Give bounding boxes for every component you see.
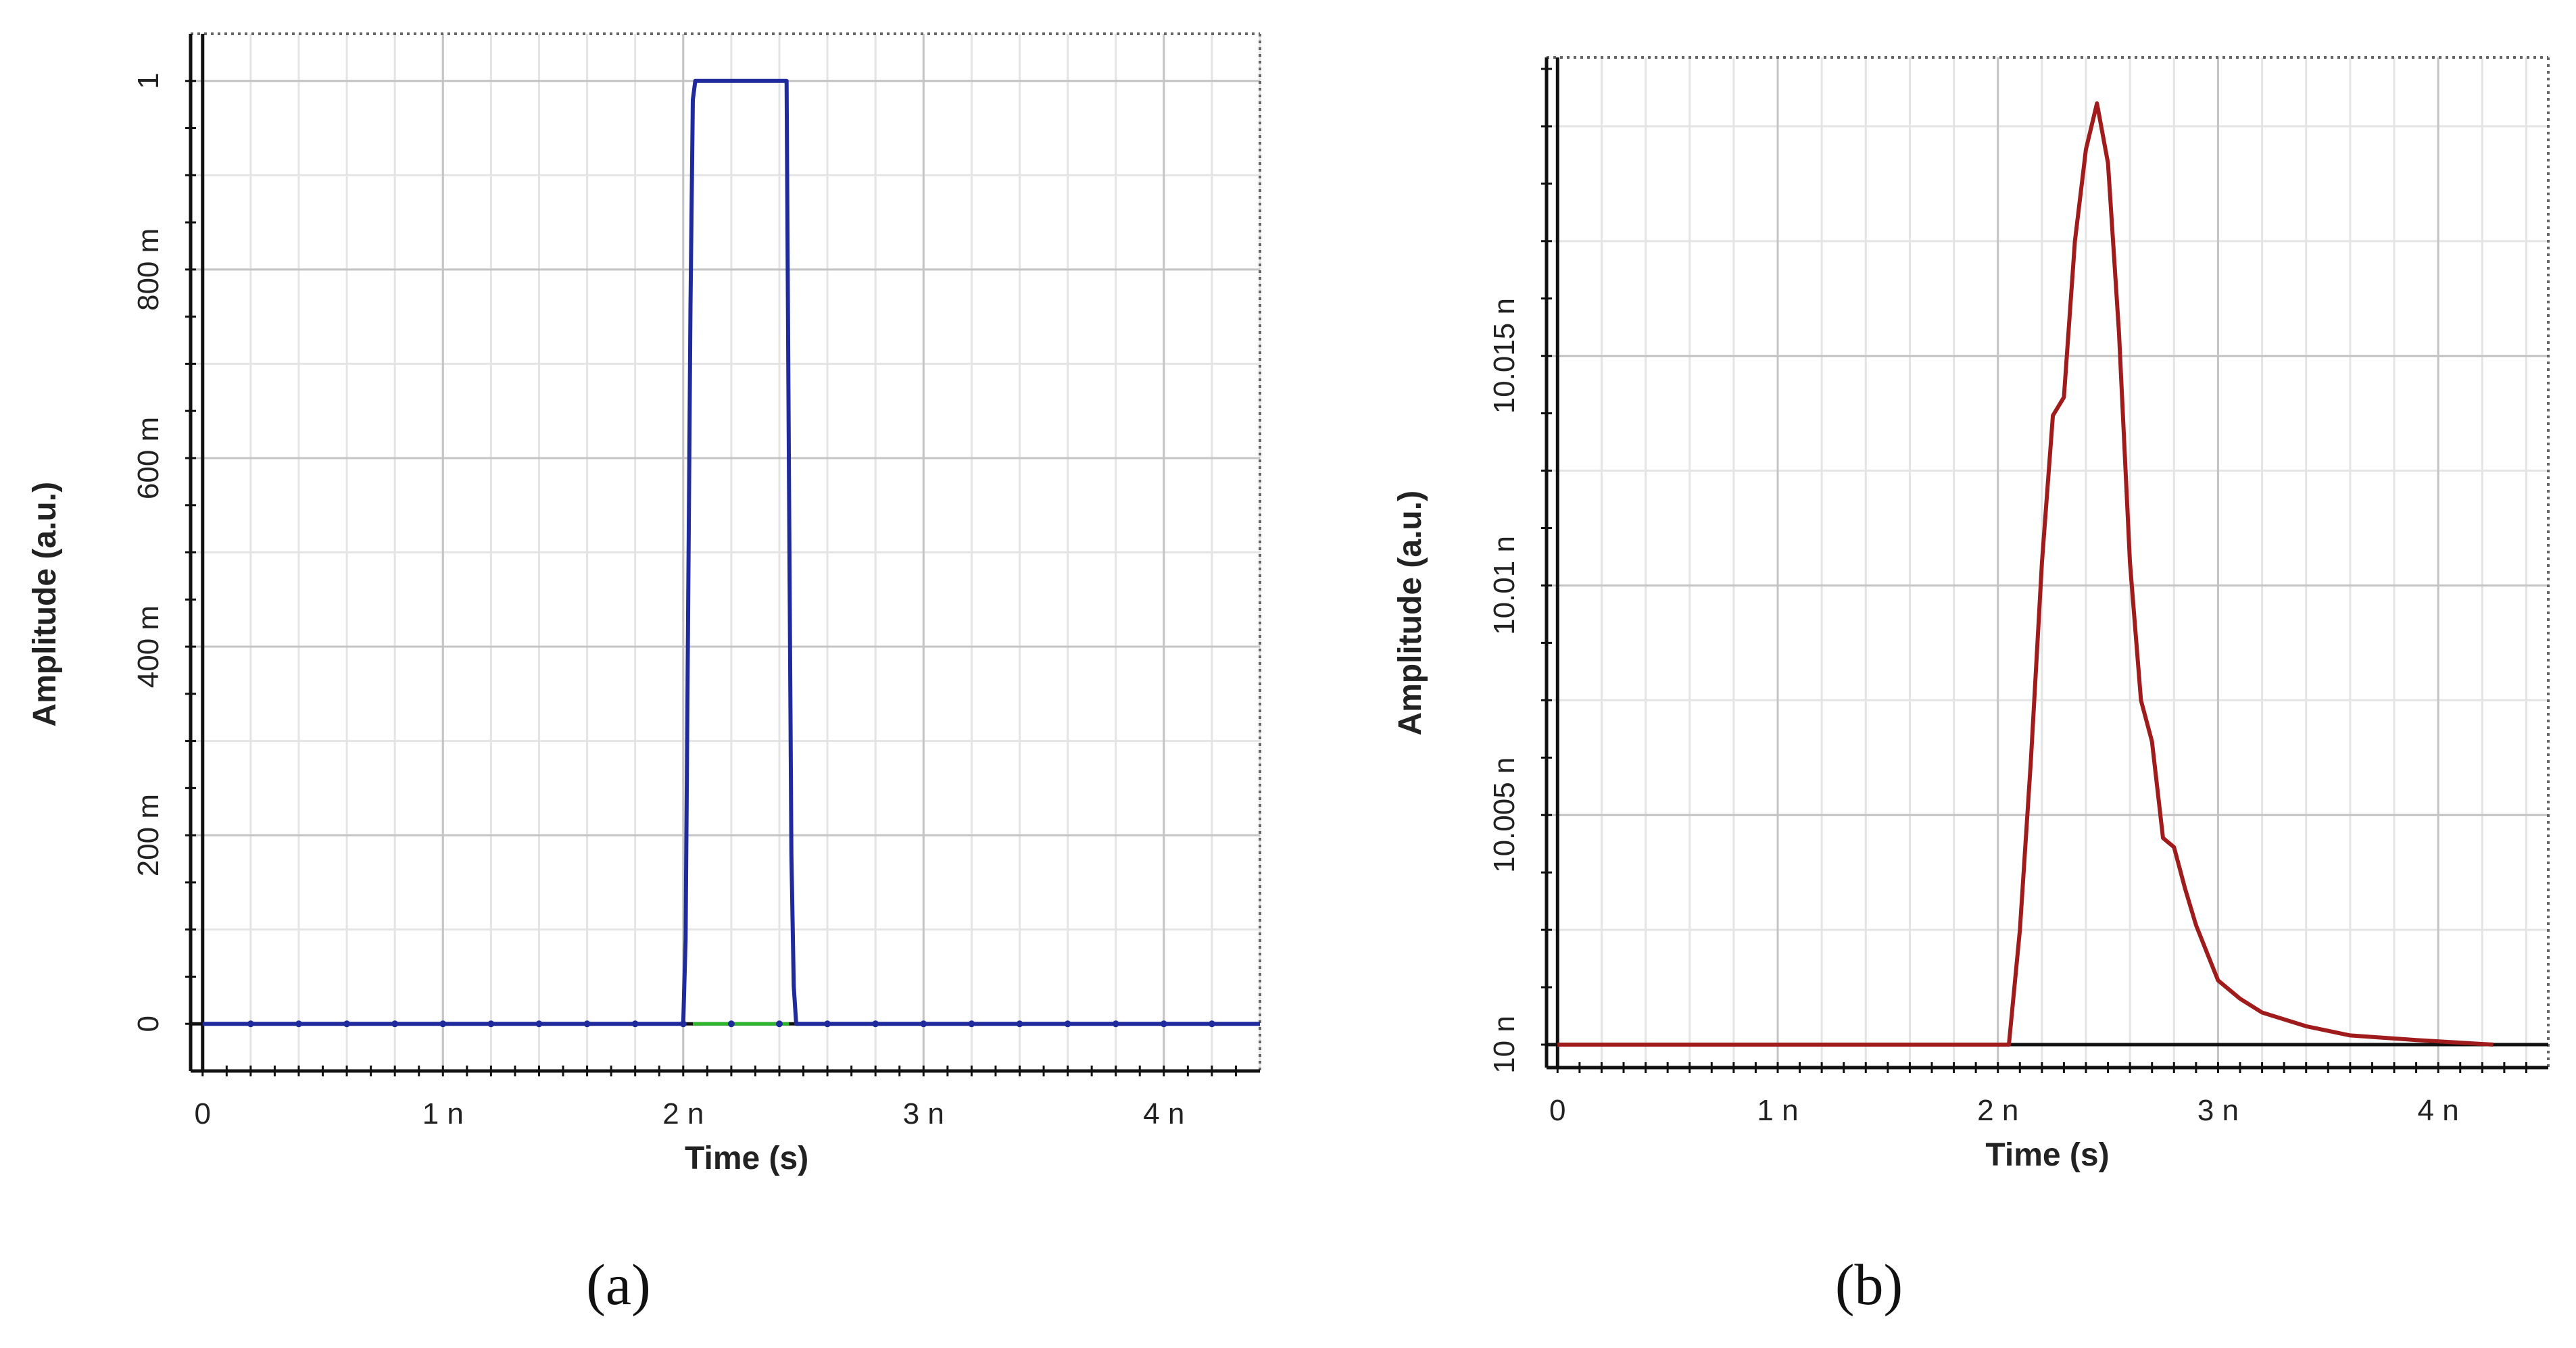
x-axis-title: Time (s) [1985, 1137, 2109, 1173]
panel-b-chart: 0 1 n 2 n 3 n 4 n 10 n 10.005 n 10.01 n 10.015 n… [1392, 56, 2550, 1173]
y-tick-label: 600 m [132, 417, 165, 499]
baseline-marker [775, 1020, 783, 1028]
baseline-marker [1064, 1020, 1071, 1028]
baseline-marker [727, 1020, 735, 1028]
panel-b-caption: (b) [1835, 1252, 1903, 1317]
baseline-marker [247, 1020, 254, 1028]
baseline-marker [1160, 1020, 1167, 1028]
x-tick-label: 3 n [2197, 1094, 2239, 1127]
baseline-marker [487, 1020, 495, 1028]
x-tick-label: 4 n [2418, 1094, 2459, 1127]
x-axis-title: Time (s) [685, 1141, 808, 1176]
baseline-marker [583, 1020, 591, 1028]
baseline-marker [1208, 1020, 1215, 1028]
x-tick-label: 0 [1549, 1094, 1565, 1127]
baseline-marker [1112, 1020, 1119, 1028]
x-tick-label: 4 n [1143, 1097, 1184, 1130]
x-tick-label: 2 n [662, 1097, 704, 1130]
y-tick-label: 800 m [132, 228, 165, 311]
baseline-marker [535, 1020, 543, 1028]
y-tick-label: 10 n [1488, 1016, 1521, 1074]
y-axis-title: Amplitude (a.u.) [27, 482, 63, 727]
baseline-marker [1016, 1020, 1023, 1028]
y-axis-title: Amplitude (a.u.) [1392, 491, 1428, 736]
series-line [202, 78, 1260, 1026]
y-tick-label: 1 [132, 73, 165, 89]
baseline-marker [968, 1020, 975, 1028]
x-tick-label: 0 [195, 1097, 211, 1130]
baseline-marker [872, 1020, 879, 1028]
baseline-marker [439, 1020, 447, 1028]
y-tick-label: 400 m [132, 605, 165, 688]
baseline-marker [631, 1020, 639, 1028]
x-tick-label: 2 n [1977, 1094, 2018, 1127]
series-line [1557, 101, 2494, 1047]
baseline-marker [343, 1020, 351, 1028]
x-tick-label: 1 n [422, 1097, 464, 1130]
baseline-marker [391, 1020, 399, 1028]
y-tick-label: 10.015 n [1488, 298, 1521, 414]
baseline-marker [679, 1020, 687, 1028]
x-tick-label: 1 n [1757, 1094, 1798, 1127]
baseline-marker [824, 1020, 831, 1028]
panel-a-caption: (a) [586, 1252, 650, 1317]
y-tick-label: 0 [132, 1016, 165, 1032]
y-tick-label: 200 m [132, 794, 165, 876]
baseline-marker [920, 1020, 927, 1028]
baseline-marker [295, 1020, 302, 1028]
x-tick-label: 3 n [903, 1097, 944, 1130]
y-tick-label: 10.005 n [1488, 757, 1521, 873]
plot-area [1547, 57, 2548, 1068]
panel-a-chart: 0 1 n 2 n 3 n 4 n 0 200 m 400 m 600 m 800 m 1 Time … [27, 32, 1261, 1176]
y-tick-label: 10.01 n [1488, 536, 1521, 635]
